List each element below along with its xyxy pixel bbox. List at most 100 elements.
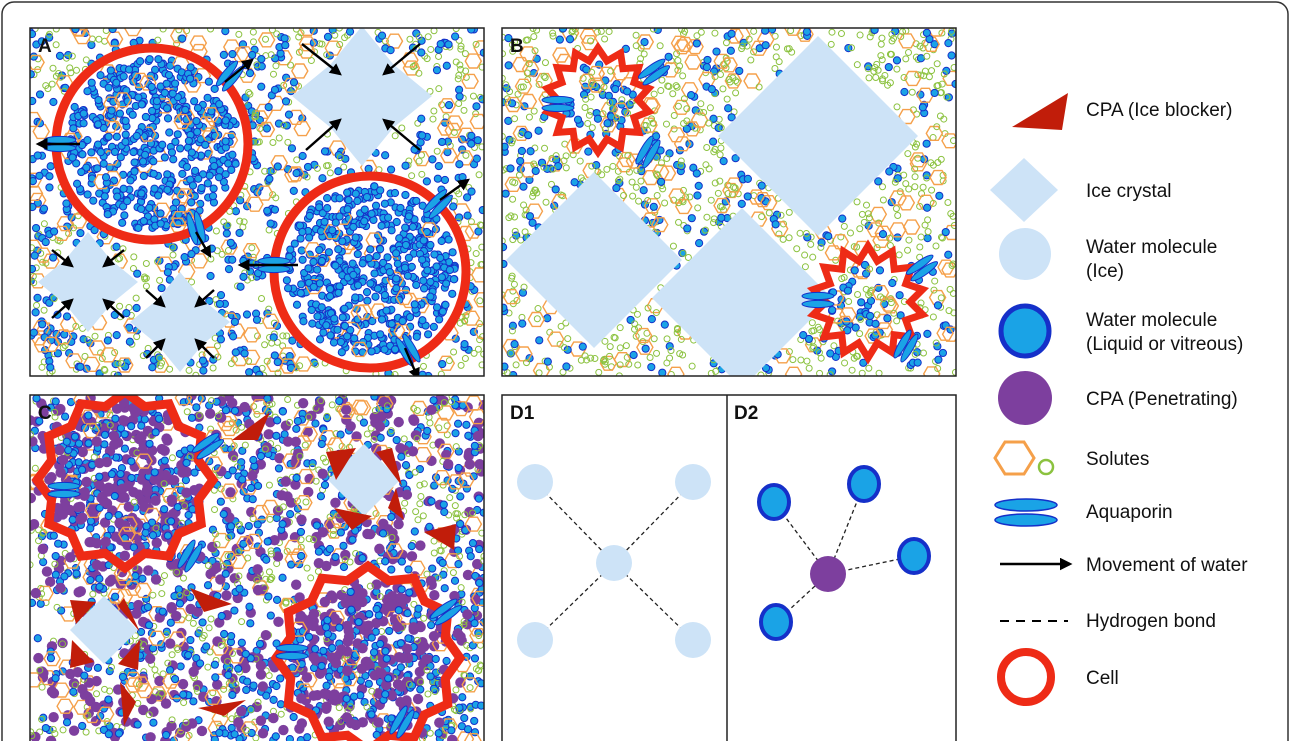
- water-molecule: [106, 668, 113, 675]
- water-molecule: [87, 525, 94, 532]
- water-molecule: [335, 168, 342, 175]
- water-molecule: [113, 79, 120, 86]
- water-molecule: [275, 465, 282, 472]
- water-molecule: [150, 719, 157, 726]
- cpa-molecule: [330, 498, 340, 508]
- water-molecule: [744, 175, 751, 182]
- water-molecule: [468, 140, 475, 147]
- water-molecule: [211, 661, 218, 668]
- water-molecule: [222, 117, 229, 124]
- water-molecule: [217, 336, 224, 343]
- panel-a: [25, 21, 491, 379]
- water-molecule: [405, 566, 412, 573]
- water-molecule: [273, 596, 280, 603]
- cpa-molecule: [375, 421, 385, 431]
- water-molecule: [923, 140, 930, 147]
- water-molecule: [886, 168, 893, 175]
- water-molecule: [393, 250, 400, 257]
- cpa-molecule: [105, 576, 115, 586]
- panel-c: [25, 390, 489, 741]
- water-molecule: [411, 528, 418, 535]
- water-molecule: [439, 360, 446, 367]
- water-molecule: [72, 25, 79, 32]
- water-molecule: [121, 445, 128, 452]
- water-molecule: [34, 294, 41, 301]
- water-molecule: [461, 714, 468, 721]
- water-molecule: [399, 317, 406, 324]
- cpa-molecule: [205, 409, 215, 419]
- water-molecule: [867, 312, 874, 319]
- water-molecule: [725, 105, 732, 112]
- cpa-molecule: [31, 588, 41, 598]
- water-molecule: [939, 349, 946, 356]
- water-molecule: [284, 285, 291, 292]
- cpa-molecule: [120, 551, 130, 561]
- water-molecule: [181, 254, 188, 261]
- water-molecule: [441, 508, 448, 515]
- water-molecule: [223, 223, 230, 230]
- water-molecule: [402, 462, 409, 469]
- water-molecule: [536, 337, 543, 344]
- water-molecule: [402, 191, 409, 198]
- water-molecule: [34, 635, 41, 642]
- water-molecule: [411, 301, 418, 308]
- water-molecule: [155, 56, 162, 63]
- cpa-molecule: [278, 725, 288, 735]
- water-molecule: [116, 110, 123, 117]
- water-molecule: [862, 270, 869, 277]
- water-molecule: [413, 281, 420, 288]
- water-molecule: [31, 252, 38, 259]
- water-molecule: [326, 545, 333, 552]
- water-molecule: [290, 187, 297, 194]
- water-molecule: [942, 228, 949, 235]
- water-molecule: [271, 352, 278, 359]
- water-molecule: [507, 165, 514, 172]
- water-molecule: [876, 267, 883, 274]
- water-molecule: [58, 607, 65, 614]
- water-molecule: [297, 528, 304, 535]
- cpa-molecule: [379, 397, 389, 407]
- water-molecule: [424, 427, 431, 434]
- water-molecule: [332, 553, 339, 560]
- water-molecule: [117, 154, 124, 161]
- cpa-molecule: [434, 717, 444, 727]
- water-molecule: [363, 194, 370, 201]
- water-molecule: [728, 114, 735, 121]
- water-molecule: [445, 236, 452, 243]
- water-molecule: [96, 473, 103, 480]
- cpa-molecule: [167, 494, 177, 504]
- cpa-molecule: [38, 544, 48, 554]
- water-molecule: [165, 71, 172, 78]
- water-molecule: [277, 50, 284, 57]
- water-molecule: [117, 470, 124, 477]
- water-molecule: [827, 350, 834, 357]
- water-molecule: [250, 456, 257, 463]
- water-molecule: [161, 89, 168, 96]
- water-molecule: [107, 67, 114, 74]
- water-molecule: [469, 540, 476, 547]
- cpa-molecule: [99, 496, 109, 506]
- cpa-molecule: [49, 688, 59, 698]
- aquaporin-half: [258, 265, 290, 272]
- water-molecule: [313, 522, 320, 529]
- water-molecule: [330, 339, 337, 346]
- water-molecule: [351, 335, 358, 342]
- water-molecule: [150, 158, 157, 165]
- water-molecule: [157, 220, 164, 227]
- water-molecule: [476, 579, 483, 586]
- water-molecule: [240, 273, 247, 280]
- cpa-molecule: [48, 712, 58, 722]
- water-molecule: [247, 484, 254, 491]
- water-molecule: [61, 331, 68, 338]
- water-molecule: [529, 219, 536, 226]
- water-molecule: [936, 192, 943, 199]
- water-molecule: [648, 363, 655, 370]
- water-molecule: [73, 180, 80, 187]
- water-molecule: [138, 205, 145, 212]
- water-molecule: [476, 545, 483, 552]
- water-molecule: [294, 418, 301, 425]
- water-molecule: [298, 552, 305, 559]
- water-molecule: [318, 304, 325, 311]
- water-molecule: [500, 260, 507, 267]
- water-molecule: [388, 566, 395, 573]
